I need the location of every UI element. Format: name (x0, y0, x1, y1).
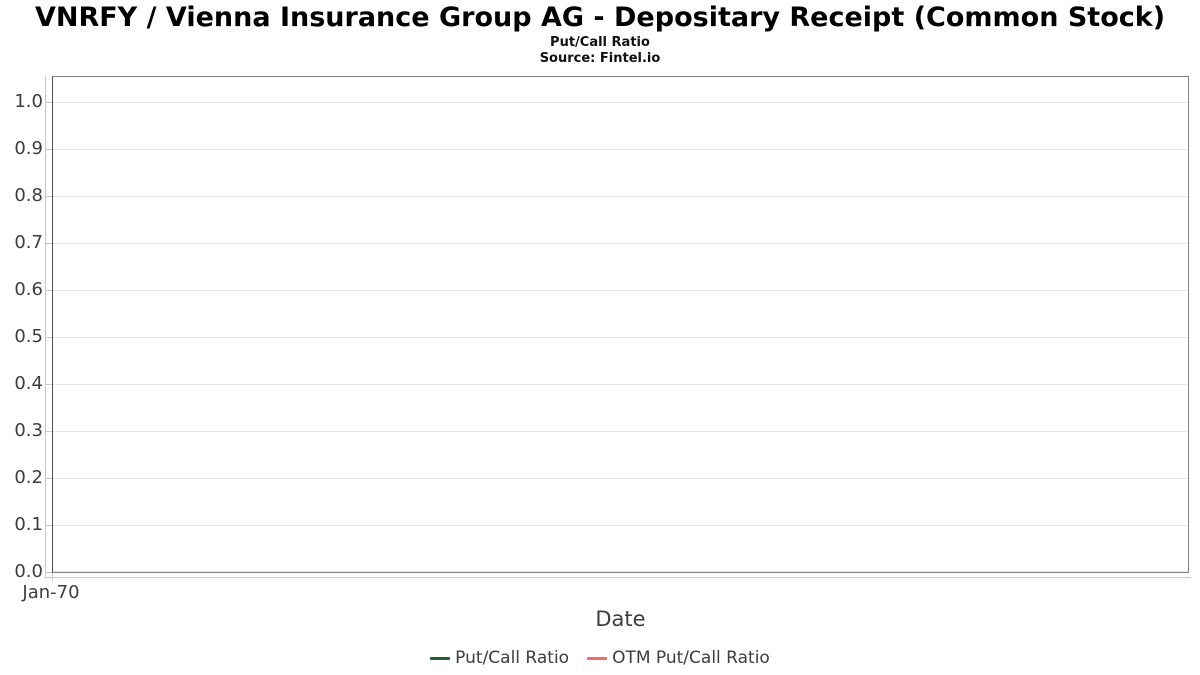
x-axis-line (45, 577, 1191, 578)
y-gridline (53, 290, 1188, 291)
y-tick-label: 0.6 (14, 279, 43, 300)
legend-item-put-call-ratio: Put/Call Ratio (430, 646, 569, 670)
chart-subtitle: Put/Call Ratio (550, 35, 650, 50)
y-tick-label: 0.3 (14, 420, 43, 441)
y-gridline (53, 149, 1188, 150)
y-gridline (53, 102, 1188, 103)
y-tick-label: 0.0 (14, 561, 43, 582)
y-tick-label: 0.7 (14, 232, 43, 253)
y-gridline (53, 196, 1188, 197)
chart-legend: Put/Call Ratio OTM Put/Call Ratio (0, 646, 1200, 670)
y-axis-tick (45, 478, 52, 479)
y-axis-tick (45, 337, 52, 338)
y-tick-label: 1.0 (14, 91, 43, 112)
y-gridline (53, 478, 1188, 479)
y-tick-label: 0.1 (14, 514, 43, 535)
y-axis-tick (45, 431, 52, 432)
y-tick-label: 0.8 (14, 185, 43, 206)
y-tick-label: 0.2 (14, 467, 43, 488)
plot-area (52, 76, 1189, 573)
y-gridline (53, 431, 1188, 432)
legend-label-otm-put-call-ratio: OTM Put/Call Ratio (612, 648, 770, 668)
y-tick-label: 0.4 (14, 373, 43, 394)
y-gridline (53, 384, 1188, 385)
y-axis-line (45, 76, 46, 577)
y-gridline (53, 243, 1188, 244)
y-tick-label: 0.9 (14, 138, 43, 159)
y-axis-tick (45, 384, 52, 385)
y-axis-tick (45, 196, 52, 197)
chart-source-label: Source: Fintel.io (539, 51, 661, 66)
y-axis-tick (45, 290, 52, 291)
x-axis-tick (52, 573, 53, 581)
y-gridline (53, 571, 1188, 572)
y-axis-tick (45, 102, 52, 103)
x-tick-label: Jan-70 (22, 582, 80, 603)
y-axis-tick (45, 525, 52, 526)
chart-title: VNRFY / Vienna Insurance Group AG - Depo… (34, 2, 1166, 33)
put-call-ratio-line-swatch (430, 656, 451, 660)
otm-put-call-ratio-line-swatch (587, 656, 608, 660)
y-tick-label: 0.5 (14, 326, 43, 347)
legend-label-put-call-ratio: Put/Call Ratio (455, 648, 570, 668)
x-axis-title: Date (595, 607, 646, 631)
y-gridline (53, 525, 1188, 526)
y-axis-tick (45, 149, 52, 150)
y-axis-tick (45, 243, 52, 244)
y-gridline (53, 337, 1188, 338)
y-axis-tick (45, 572, 52, 573)
legend-item-otm-put-call-ratio: OTM Put/Call Ratio (587, 646, 770, 670)
